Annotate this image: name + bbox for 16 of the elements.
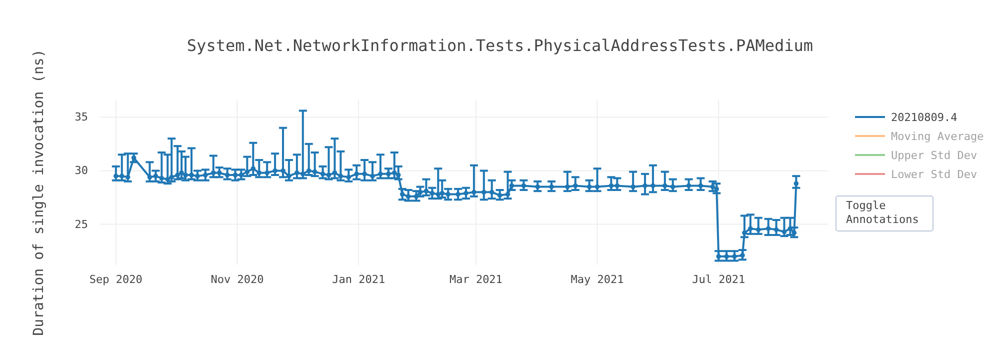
y-tick-label: 25 (74, 218, 88, 231)
legend-label: Lower Std Dev (891, 168, 978, 181)
legend-label: 20210809.4 (891, 111, 958, 124)
x-tick-label: Jan 2021 (332, 272, 386, 286)
x-tick-label: Sep 2020 (89, 272, 142, 286)
chart-title: System.Net.NetworkInformation.Tests.PhysicalAddressTests.PAMedium (186, 36, 814, 55)
legend-label: Moving Average (891, 130, 984, 143)
y-axis-title: Duration of single invocation (ns) (31, 49, 47, 336)
x-tick-label: Mar 2021 (449, 272, 502, 286)
y-tick-label: 35 (74, 110, 88, 124)
toggle-button: Toggle Annotations (836, 196, 934, 232)
x-tick-label: Jul 2021 (692, 272, 746, 286)
y-tick-label: 30 (74, 164, 88, 178)
x-tick-label: Nov 2020 (210, 272, 264, 286)
x-tick-label: May 2021 (570, 272, 624, 286)
legend-label: Upper Std Dev (891, 149, 978, 162)
